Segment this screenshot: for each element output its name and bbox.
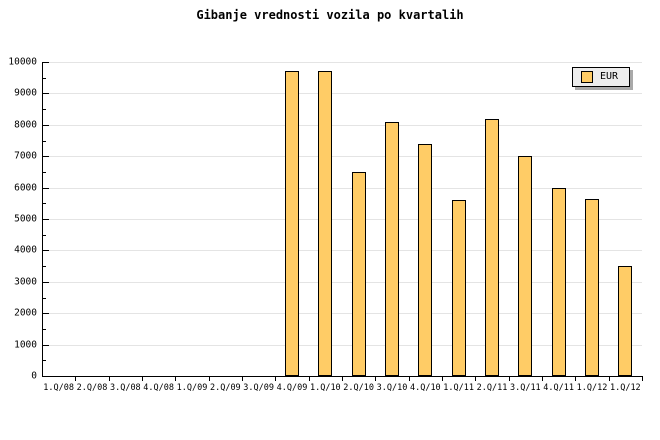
x-tick <box>442 377 443 381</box>
gridline <box>42 62 642 63</box>
x-axis-label: 1.Q/08 <box>43 383 75 393</box>
y-tick <box>42 125 49 126</box>
y-tick <box>42 313 49 314</box>
x-axis-label: 1.Q/10 <box>309 383 341 393</box>
gridline <box>42 250 642 251</box>
y-tick-label: 0 <box>31 370 37 382</box>
y-minor-tick <box>42 235 46 236</box>
y-tick-label: 2000 <box>14 307 37 319</box>
y-tick <box>42 62 49 63</box>
y-tick-label: 7000 <box>14 150 37 162</box>
y-tick <box>42 188 49 189</box>
y-tick <box>42 93 49 94</box>
x-axis-label: 3.Q/09 <box>243 383 275 393</box>
gridline <box>42 345 642 346</box>
y-tick-label: 5000 <box>14 213 37 225</box>
legend: EUR <box>572 67 630 87</box>
legend-series-label: EUR <box>600 71 619 82</box>
x-axis-label: 2.Q/08 <box>76 383 108 393</box>
y-minor-tick <box>42 141 46 142</box>
bar <box>618 266 632 376</box>
x-tick <box>575 377 576 381</box>
x-axis-line <box>42 376 643 377</box>
x-axis-label: 1.Q/11 <box>443 383 475 393</box>
y-tick-label: 8000 <box>14 119 37 131</box>
x-tick <box>142 377 143 381</box>
bar <box>585 199 599 376</box>
gridline <box>42 313 642 314</box>
x-axis-label: 4.Q/08 <box>143 383 175 393</box>
y-minor-tick <box>42 266 46 267</box>
gridline <box>42 282 642 283</box>
x-tick <box>309 377 310 381</box>
y-tick <box>42 250 49 251</box>
x-tick <box>509 377 510 381</box>
x-axis-label: 2.Q/09 <box>209 383 241 393</box>
bar <box>318 71 332 376</box>
x-axis-label: 3.Q/11 <box>509 383 541 393</box>
x-tick <box>642 377 643 381</box>
x-tick <box>209 377 210 381</box>
x-axis-label: 3.Q/08 <box>109 383 141 393</box>
y-tick <box>42 345 49 346</box>
y-tick <box>42 282 49 283</box>
y-tick-label: 3000 <box>14 276 37 288</box>
chart-title: Gibanje vrednosti vozila po kvartalih <box>196 8 464 22</box>
x-axis-label: 2.Q/11 <box>476 383 508 393</box>
y-minor-tick <box>42 298 46 299</box>
bar <box>285 71 299 376</box>
x-axis-label: 1.Q/09 <box>176 383 208 393</box>
x-axis-label: 2.Q/10 <box>343 383 375 393</box>
x-axis-label: 4.Q/09 <box>276 383 308 393</box>
x-tick <box>475 377 476 381</box>
gridline <box>42 156 642 157</box>
bar <box>518 156 532 376</box>
y-tick-label: 9000 <box>14 87 37 99</box>
y-minor-tick <box>42 360 46 361</box>
bar <box>352 172 366 376</box>
bar <box>418 144 432 376</box>
legend-swatch <box>581 71 593 83</box>
gridline <box>42 93 642 94</box>
gridline <box>42 188 642 189</box>
y-minor-tick <box>42 109 46 110</box>
bar <box>485 119 499 376</box>
y-tick-label: 4000 <box>14 244 37 256</box>
x-axis-label: 1.Q/12 <box>609 383 641 393</box>
y-tick-label: 10000 <box>8 56 37 68</box>
x-tick <box>409 377 410 381</box>
x-tick <box>242 377 243 381</box>
y-minor-tick <box>42 329 46 330</box>
y-tick <box>42 219 49 220</box>
x-axis-label: 1.Q/12 <box>576 383 608 393</box>
y-tick <box>42 156 49 157</box>
y-axis-line <box>42 62 43 377</box>
y-tick-label: 6000 <box>14 182 37 194</box>
x-tick <box>375 377 376 381</box>
y-minor-tick <box>42 78 46 79</box>
x-axis-label: 4.Q/10 <box>409 383 441 393</box>
gridline <box>42 219 642 220</box>
x-axis-label: 3.Q/10 <box>376 383 408 393</box>
gridline <box>42 125 642 126</box>
x-tick <box>342 377 343 381</box>
y-minor-tick <box>42 172 46 173</box>
x-tick <box>75 377 76 381</box>
x-axis-label: 4.Q/11 <box>543 383 575 393</box>
x-tick <box>542 377 543 381</box>
x-tick <box>175 377 176 381</box>
x-tick <box>609 377 610 381</box>
x-tick <box>109 377 110 381</box>
bar <box>452 200 466 376</box>
y-tick-label: 1000 <box>14 339 37 351</box>
y-minor-tick <box>42 203 46 204</box>
x-tick <box>275 377 276 381</box>
bar <box>385 122 399 376</box>
bar <box>552 188 566 376</box>
